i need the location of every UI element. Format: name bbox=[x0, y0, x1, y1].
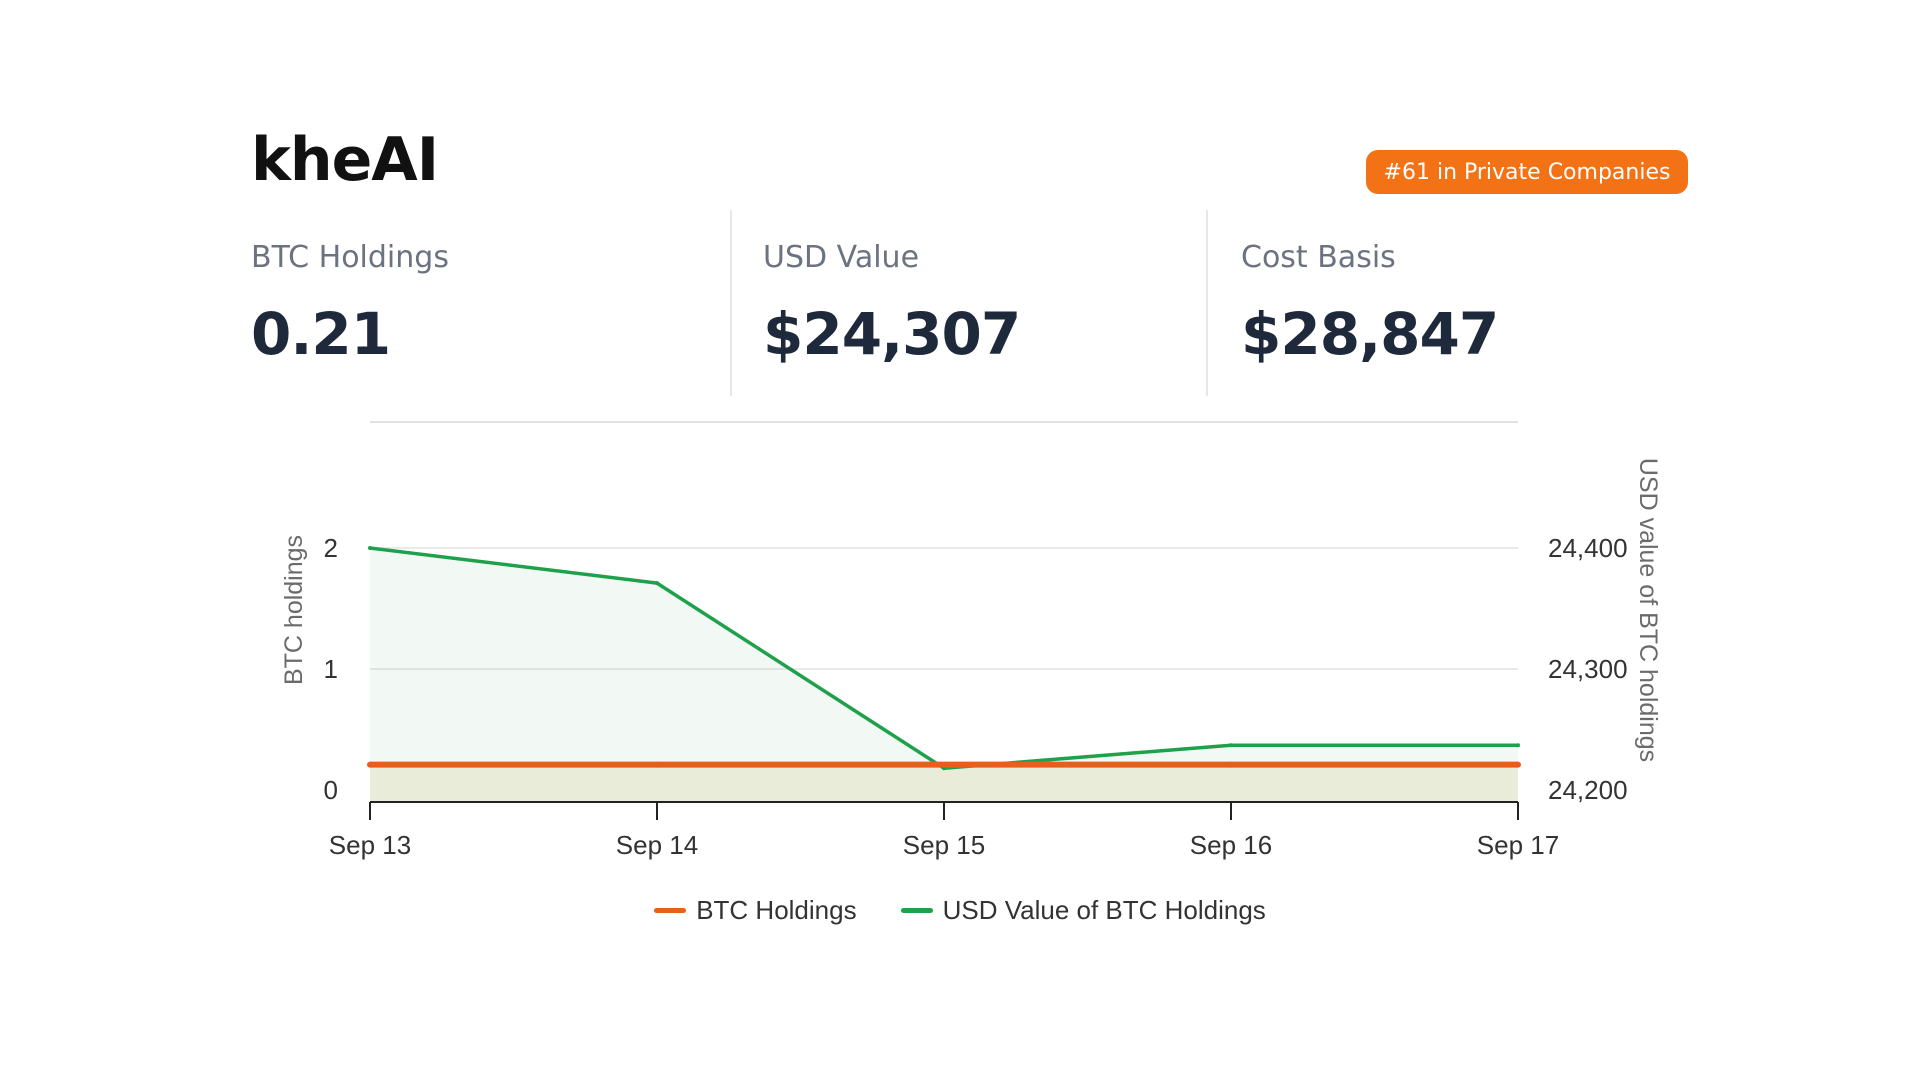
y-right-axis-title: USD value of BTC holdings bbox=[1634, 458, 1662, 762]
stat-value: $24,307 bbox=[763, 300, 1021, 368]
stat-value: $28,847 bbox=[1241, 300, 1499, 368]
legend-item-usd-value[interactable]: USD Value of BTC Holdings bbox=[900, 895, 1266, 926]
stat-divider bbox=[1206, 210, 1208, 396]
rank-badge[interactable]: #61 in Private Companies bbox=[1366, 150, 1688, 194]
y-left-tick-label: 2 bbox=[324, 533, 338, 563]
usd-point bbox=[1516, 743, 1520, 748]
btc-point bbox=[654, 761, 660, 768]
stat-label: BTC Holdings bbox=[251, 240, 449, 275]
btc-point bbox=[1515, 761, 1521, 768]
x-tick-label: Sep 13 bbox=[329, 830, 411, 860]
legend-swatch-btc bbox=[654, 908, 687, 913]
x-tick-label: Sep 17 bbox=[1477, 830, 1559, 860]
y-left-tick-label: 1 bbox=[324, 654, 338, 684]
legend-item-btc-holdings[interactable]: BTC Holdings bbox=[654, 895, 857, 926]
chart-legend: BTC Holdings USD Value of BTC Holdings bbox=[0, 895, 1920, 926]
y-right-tick-label: 24,200 bbox=[1548, 775, 1628, 805]
usd-area bbox=[370, 548, 1518, 802]
usd-point bbox=[368, 546, 372, 550]
company-name: kheAI bbox=[251, 125, 439, 195]
legend-label: BTC Holdings bbox=[696, 895, 857, 925]
btc-point bbox=[367, 761, 373, 768]
y-right-tick-label: 24,300 bbox=[1548, 654, 1628, 684]
btc-area bbox=[370, 764, 1518, 802]
legend-label: USD Value of BTC Holdings bbox=[942, 895, 1266, 925]
x-tick-label: Sep 15 bbox=[903, 830, 985, 860]
stat-divider bbox=[730, 210, 732, 396]
btc-point bbox=[941, 761, 947, 768]
stat-label: USD Value bbox=[763, 240, 920, 275]
usd-point bbox=[655, 581, 659, 586]
usd-point bbox=[1229, 743, 1233, 748]
y-left-axis-title: BTC holdings bbox=[280, 535, 308, 685]
btc-point bbox=[1228, 761, 1234, 768]
stat-value: 0.21 bbox=[251, 300, 391, 368]
x-tick-label: Sep 14 bbox=[616, 830, 698, 860]
y-right-tick-label: 24,400 bbox=[1548, 533, 1628, 563]
stat-label: Cost Basis bbox=[1241, 240, 1396, 275]
x-tick-label: Sep 16 bbox=[1190, 830, 1272, 860]
legend-swatch-usd bbox=[900, 908, 933, 913]
y-left-tick-label: 0 bbox=[324, 775, 338, 805]
